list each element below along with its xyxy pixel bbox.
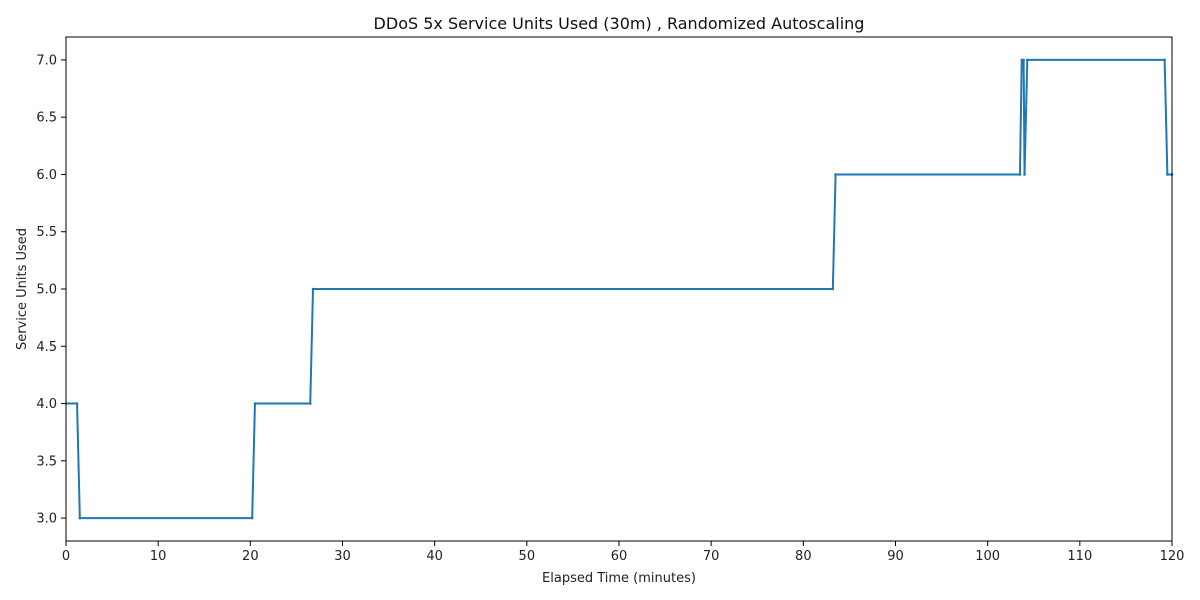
- data-point: [1166, 173, 1169, 176]
- x-axis-label: Elapsed Time (minutes): [542, 571, 696, 586]
- y-tick-label: 5.0: [36, 283, 57, 298]
- data-point: [1023, 173, 1026, 176]
- x-tick-label: 60: [611, 549, 628, 564]
- y-axis: 3.0 3.5 4.0 4.5 5.0 5.5 6.0 6.5 7.0: [36, 53, 66, 527]
- x-tick-label: 20: [242, 549, 259, 564]
- x-tick-label: 0: [62, 549, 70, 564]
- y-tick-label: 6.5: [36, 111, 57, 126]
- x-tick-label: 40: [426, 549, 443, 564]
- y-tick-label: 3.0: [36, 512, 57, 527]
- plot-area: [64, 58, 1174, 520]
- x-tick-label: 80: [795, 549, 812, 564]
- data-point: [831, 287, 835, 291]
- data-point: [308, 402, 312, 405]
- y-tick-label: 3.5: [36, 454, 57, 469]
- chart-title: DDoS 5x Service Units Used (30m) , Rando…: [374, 14, 865, 33]
- x-axis: 0 10 20 30 40 50 60 70 80 90 100 110 120: [62, 541, 1185, 564]
- y-tick-label: 7.0: [36, 53, 57, 68]
- x-tick-label: 10: [150, 549, 167, 564]
- x-tick-label: 30: [334, 549, 351, 564]
- data-point: [1163, 58, 1166, 62]
- y-tick-label: 5.5: [36, 225, 57, 240]
- y-tick-label: 4.5: [36, 340, 57, 355]
- y-tick-label: 6.0: [36, 168, 57, 183]
- y-tick-label: 4.0: [36, 397, 57, 412]
- data-point: [1018, 173, 1022, 176]
- x-tick-label: 90: [887, 549, 904, 564]
- data-point: [311, 287, 315, 291]
- y-axis-label: Service Units Used: [15, 228, 30, 350]
- data-point: [250, 516, 254, 520]
- x-tick-label: 120: [1160, 549, 1185, 564]
- x-tick-label: 50: [519, 549, 536, 564]
- data-point: [1022, 58, 1025, 62]
- data-point: [1026, 58, 1029, 62]
- series-markers: [64, 58, 1174, 520]
- series-line: [66, 58, 1172, 520]
- data-point: [1020, 58, 1024, 62]
- x-tick-label: 110: [1067, 549, 1092, 564]
- data-point: [834, 173, 837, 176]
- x-tick-label: 70: [703, 549, 720, 564]
- data-point: [75, 402, 79, 405]
- x-tick-label: 100: [975, 549, 1000, 564]
- data-point: [78, 516, 82, 520]
- data-point: [253, 402, 257, 405]
